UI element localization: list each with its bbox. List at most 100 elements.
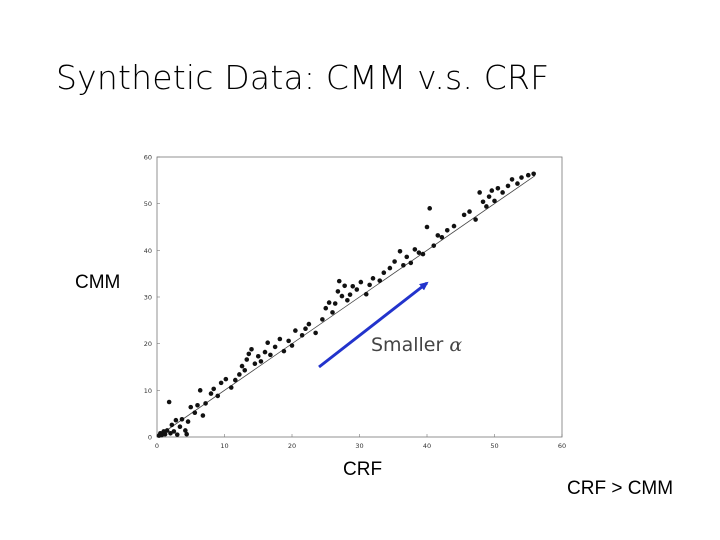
x-tick-label: 10 (220, 442, 228, 450)
data-point (164, 428, 170, 433)
data-point (345, 297, 350, 303)
data-point (286, 338, 291, 344)
data-point (281, 348, 287, 354)
data-points (156, 171, 536, 438)
data-point (330, 310, 335, 315)
data-point (370, 276, 376, 281)
annotation-arrow (318, 281, 429, 369)
data-point (486, 194, 492, 199)
data-point (162, 431, 168, 437)
data-point (408, 260, 414, 266)
y-tick-label: 0 (148, 434, 152, 442)
data-point (335, 289, 341, 294)
annotation-label: Smaller α (371, 334, 462, 356)
data-point (416, 250, 422, 255)
data-point (249, 346, 254, 352)
data-point (242, 367, 248, 373)
data-point (168, 430, 173, 436)
data-point (484, 204, 489, 209)
data-point (531, 171, 536, 177)
y-tick-label: 40 (144, 247, 152, 255)
data-point (381, 270, 387, 276)
data-point (306, 321, 312, 327)
data-point (326, 300, 332, 305)
data-point (173, 417, 179, 423)
data-point (255, 353, 261, 359)
data-point (174, 432, 180, 437)
data-point (431, 243, 437, 248)
data-point (350, 283, 356, 289)
data-point (320, 317, 325, 322)
data-point (177, 424, 183, 430)
data-point (467, 209, 472, 214)
data-point (358, 279, 364, 285)
y-axis-side-label: CMM (75, 272, 121, 293)
data-point (184, 431, 189, 437)
data-point (387, 265, 393, 271)
data-point (354, 287, 360, 292)
data-point (339, 293, 345, 299)
data-point (299, 332, 305, 338)
data-point (525, 172, 531, 178)
data-point (208, 391, 214, 396)
data-point (342, 283, 347, 289)
data-point (277, 336, 283, 342)
data-point (489, 188, 495, 193)
data-point (179, 416, 185, 422)
data-point (293, 328, 298, 333)
data-point (492, 198, 497, 204)
x-tick-label: 20 (288, 442, 296, 450)
data-point (477, 190, 482, 195)
data-point (244, 357, 250, 362)
data-point (505, 183, 511, 189)
data-point (473, 217, 478, 222)
data-point (519, 175, 524, 180)
data-point (509, 177, 515, 182)
data-point (246, 351, 252, 357)
data-point (303, 326, 308, 332)
data-point (480, 199, 486, 205)
data-point (323, 305, 329, 311)
data-point (461, 212, 467, 218)
data-point (377, 278, 383, 283)
data-point (233, 377, 238, 383)
data-point (262, 349, 268, 355)
data-point (424, 224, 430, 230)
data-point (192, 410, 198, 416)
data-point (332, 301, 338, 306)
axis-ticks: 0 10 20 30 40 50 60 0 10 20 30 40 50 60 (144, 154, 566, 451)
annotation-text: Smaller (371, 334, 443, 356)
data-point (169, 422, 175, 428)
data-point (195, 402, 200, 408)
y-tick-label: 20 (144, 340, 152, 348)
data-point (412, 247, 418, 252)
annotation-symbol: α (449, 334, 462, 356)
y-tick-label: 60 (144, 154, 152, 162)
x-tick-label: 40 (423, 442, 431, 450)
data-point (313, 330, 318, 336)
data-point (211, 386, 216, 392)
data-point (265, 340, 271, 346)
data-point (183, 428, 188, 433)
comparison-label: CRF > CMM (567, 478, 674, 499)
data-point (289, 343, 295, 348)
data-point (397, 248, 403, 254)
data-point (500, 190, 505, 195)
data-point (268, 352, 273, 358)
data-point (200, 413, 206, 418)
data-point (427, 206, 433, 211)
data-point (495, 185, 501, 191)
data-point (237, 372, 242, 377)
x-tick-label: 50 (490, 442, 498, 450)
data-point (171, 429, 177, 434)
data-point (258, 359, 264, 364)
data-point (392, 259, 397, 264)
data-point (451, 223, 457, 229)
data-point (347, 292, 353, 297)
data-point (166, 399, 172, 405)
slide-title: Synthetic Data: CMM v.s. CRF (56, 58, 550, 97)
x-axis-side-label: CRF (343, 459, 383, 480)
data-point (272, 344, 278, 350)
data-point (228, 385, 234, 390)
